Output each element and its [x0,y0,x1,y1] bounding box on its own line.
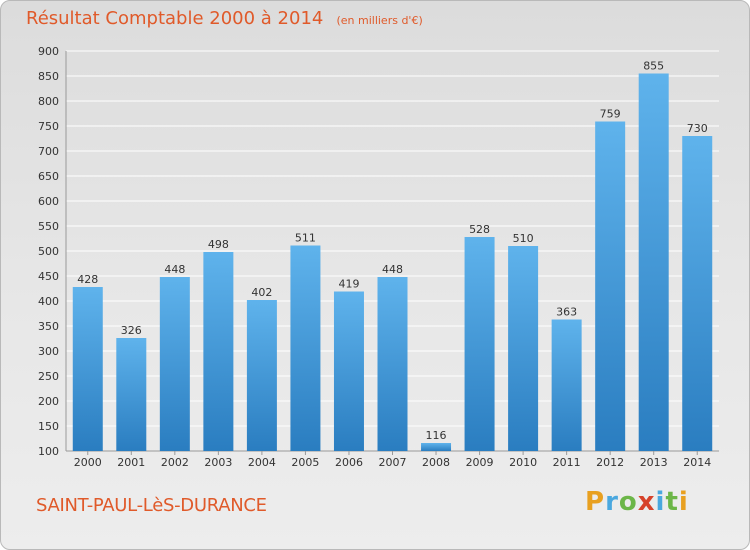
x-tick-label-2007: 2007 [379,456,407,469]
x-tick-label-2002: 2002 [161,456,189,469]
x-tick-label-2014: 2014 [683,456,711,469]
unit-text: (en milliers d'€) [336,14,423,27]
y-tick-label: 800 [38,95,59,108]
x-tick-label-2010: 2010 [509,456,537,469]
bar-2014 [682,136,713,451]
data-label-2005: 511 [295,232,316,245]
bar-2005 [290,245,321,451]
y-tick-label: 350 [38,320,59,333]
y-tick-label: 650 [38,170,59,183]
bar-2010 [508,246,539,451]
y-tick-label: 900 [38,45,59,58]
x-tick-label-2006: 2006 [335,456,363,469]
y-tick-label: 550 [38,220,59,233]
data-label-2006: 419 [338,278,359,291]
y-tick-label: 500 [38,245,59,258]
data-label-2000: 428 [77,273,98,286]
data-label-2011: 363 [556,306,577,319]
data-label-2004: 402 [251,286,272,299]
data-label-2013: 855 [643,60,664,73]
x-tick-label-2000: 2000 [74,456,102,469]
x-tick-label-2008: 2008 [422,456,450,469]
bar-2001 [116,338,147,451]
data-label-2010: 510 [513,232,534,245]
x-tick-label-2004: 2004 [248,456,276,469]
y-tick-label: 400 [38,295,59,308]
data-label-2008: 116 [426,429,447,442]
y-tick-label: 850 [38,70,59,83]
x-tick-label-2001: 2001 [117,456,145,469]
bar-2011 [551,319,582,451]
bar-2002 [159,277,190,451]
x-tick-label-2003: 2003 [204,456,232,469]
y-tick-label: 750 [38,120,59,133]
bar-2009 [464,237,495,451]
y-tick-label: 600 [38,195,59,208]
x-tick-label-2012: 2012 [596,456,624,469]
data-label-2003: 498 [208,238,229,251]
bar-2006 [333,291,364,451]
x-tick-label-2009: 2009 [466,456,494,469]
bar-2003 [203,252,234,451]
x-tick-label-2011: 2011 [553,456,581,469]
bar-2008 [421,443,452,451]
x-tick-label-2013: 2013 [640,456,668,469]
y-tick-label: 150 [38,420,59,433]
proxiti-logo: Proxiti [585,487,689,517]
city-name: SAINT-PAUL-LèS-DURANCE [36,495,267,516]
y-tick-label: 250 [38,370,59,383]
data-label-2012: 759 [600,108,621,121]
data-label-2002: 448 [164,263,185,276]
y-tick-label: 100 [38,445,59,458]
data-label-2014: 730 [687,122,708,135]
bar-2000 [72,287,103,451]
bar-2012 [595,121,626,451]
y-tick-label: 450 [38,270,59,283]
y-tick-label: 300 [38,345,59,358]
bar-2007 [377,277,408,451]
title-text: Résultat Comptable 2000 à 2014 [26,8,324,29]
chart-title: Résultat Comptable 2000 à 2014 (en milli… [26,8,423,29]
bar-2004 [246,300,277,451]
data-label-2007: 448 [382,263,403,276]
data-label-2009: 528 [469,223,490,236]
bar-2013 [638,73,669,451]
x-tick-label-2005: 2005 [291,456,319,469]
y-tick-label: 700 [38,145,59,158]
y-tick-label: 200 [38,395,59,408]
data-label-2001: 326 [121,324,142,337]
